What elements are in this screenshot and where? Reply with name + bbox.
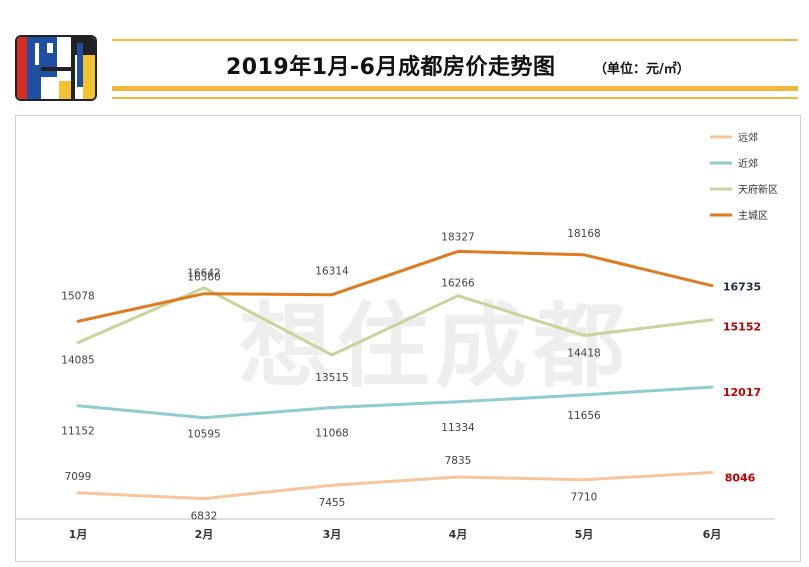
legend-label: 天府新区 xyxy=(738,183,778,196)
x-tick-label: 2月 xyxy=(195,528,214,541)
data-label: 13515 xyxy=(315,372,348,384)
x-tick-label: 5月 xyxy=(575,528,594,541)
data-label: 10595 xyxy=(187,429,220,441)
data-label: 6832 xyxy=(191,511,218,523)
legend-label: 远郊 xyxy=(738,131,758,144)
legend-label: 近郊 xyxy=(738,157,758,170)
page-title: 2019年1月-6月成都房价走势图 xyxy=(226,55,556,80)
data-label: 16266 xyxy=(441,278,475,290)
data-label: 11334 xyxy=(441,422,475,434)
data-label: 8046 xyxy=(725,472,756,485)
data-label: 11068 xyxy=(315,428,348,440)
unit-label: （单位：元/㎡） xyxy=(594,62,690,77)
legend-label: 主城区 xyxy=(738,210,768,222)
header-top-rule xyxy=(112,39,798,41)
data-label: 15152 xyxy=(723,321,761,334)
series-line-近郊 xyxy=(76,385,714,420)
data-label: 14418 xyxy=(567,347,600,359)
data-label: 16642 xyxy=(187,268,220,280)
x-tick-label: 3月 xyxy=(323,528,342,541)
data-label: 7099 xyxy=(65,471,92,483)
data-label: 7455 xyxy=(319,497,346,509)
data-label: 7710 xyxy=(571,492,598,504)
data-label: 18168 xyxy=(567,228,600,240)
data-label: 16735 xyxy=(723,281,761,294)
data-label: 12017 xyxy=(723,386,761,399)
data-label: 16360 xyxy=(187,272,220,284)
chart-frame xyxy=(15,115,801,562)
data-label: 14085 xyxy=(61,355,94,367)
data-label: 11656 xyxy=(567,410,601,422)
data-label: 7835 xyxy=(445,455,472,467)
data-label: 15078 xyxy=(61,290,94,302)
x-tick-label: 4月 xyxy=(449,528,468,541)
data-label: 11152 xyxy=(61,426,94,438)
series-line-远郊 xyxy=(76,471,714,501)
data-label: 18327 xyxy=(441,231,474,243)
data-label: 16314 xyxy=(315,266,349,278)
logo xyxy=(15,35,97,101)
x-tick-label: 6月 xyxy=(703,528,722,541)
header-bottom-rule-thin xyxy=(112,97,798,99)
header-bottom-rule-thick xyxy=(112,86,798,91)
watermark-text: 想住成都 xyxy=(239,293,631,400)
x-tick-label: 1月 xyxy=(69,528,88,541)
logo-mosaic-icon xyxy=(17,37,95,99)
series-line-主城区 xyxy=(76,249,714,323)
